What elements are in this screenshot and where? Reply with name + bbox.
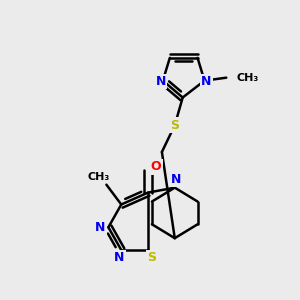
Text: O: O [151, 160, 161, 173]
Text: N: N [156, 75, 166, 88]
Text: N: N [114, 251, 124, 265]
Text: CH₃: CH₃ [236, 73, 258, 83]
Text: N: N [95, 221, 106, 234]
Text: N: N [171, 173, 181, 186]
Text: CH₃: CH₃ [87, 172, 110, 182]
Text: S: S [148, 251, 157, 265]
Text: S: S [170, 119, 179, 132]
Text: N: N [201, 75, 212, 88]
